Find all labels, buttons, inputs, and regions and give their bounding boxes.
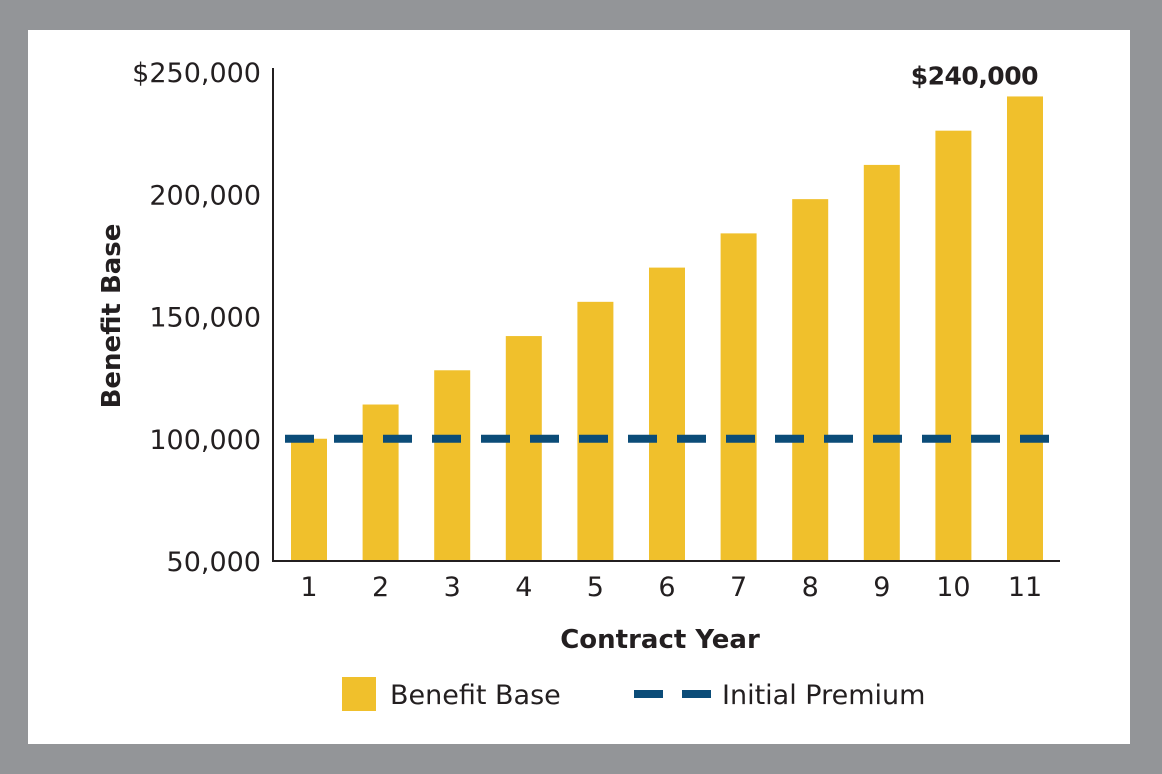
bar-year-10 (935, 130, 972, 561)
premium-dash-8 (677, 434, 706, 443)
x-axis-title: Contract Year (560, 625, 760, 655)
premium-dash-2 (383, 434, 412, 443)
bar-year-3 (434, 370, 471, 561)
premium-dash-7 (628, 434, 657, 443)
bars-group (291, 96, 1043, 561)
x-tick-label: 8 (802, 572, 819, 603)
y-axis-title: Benefit Base (97, 224, 127, 409)
x-tick-labels: 1 2 3 4 5 6 7 8 9 10 11 (300, 572, 1042, 603)
initial-premium-line (285, 434, 1049, 443)
bar-year-9 (863, 164, 900, 561)
x-tick-label: 3 (444, 572, 461, 603)
y-tick-label: 100,000 (149, 425, 261, 456)
premium-dash-1 (334, 434, 363, 443)
legend: Benefit Base Initial Premium (342, 677, 925, 711)
premium-dash-6 (579, 434, 608, 443)
y-tick-label: 150,000 (149, 303, 261, 334)
premium-dash-15 (1020, 434, 1049, 443)
legend-item-initial-premium: Initial Premium (634, 680, 925, 711)
x-tick-label: 5 (587, 572, 604, 603)
premium-dash-12 (873, 434, 902, 443)
legend-label-benefit-base: Benefit Base (390, 680, 561, 711)
bar-year-7 (720, 233, 757, 561)
legend-swatch-benefit-base (342, 677, 376, 711)
x-tick-label: 4 (515, 572, 532, 603)
x-tick-label: 2 (372, 572, 389, 603)
bar-year-11 (1007, 96, 1043, 561)
x-tick-label: 9 (873, 572, 890, 603)
premium-dash-14 (971, 434, 1000, 443)
premium-dash-13 (922, 434, 951, 443)
y-tick-label: 50,000 (167, 547, 261, 578)
x-tick-label: 7 (730, 572, 747, 603)
premium-dash-0 (285, 434, 314, 443)
bar-year-6 (649, 267, 685, 561)
y-tick-labels: 50,000 100,000 150,000 200,000 $250,000 (132, 58, 261, 578)
bar-year-4 (505, 336, 542, 561)
y-tick-label: $250,000 (132, 58, 261, 89)
annotations: $240,000 (911, 61, 1039, 90)
legend-label-initial-premium: Initial Premium (722, 680, 925, 711)
bar-year-5 (577, 301, 614, 561)
premium-dash-10 (775, 434, 804, 443)
bar-year-8 (792, 199, 829, 561)
legend-dash-2 (682, 690, 711, 698)
bar-year-1 (291, 438, 327, 561)
y-tick-label: 200,000 (149, 180, 261, 211)
premium-dash-4 (481, 434, 510, 443)
x-tick-label: 1 (300, 572, 317, 603)
x-tick-label: 10 (936, 572, 970, 603)
premium-dash-3 (432, 434, 461, 443)
bar-year-2 (362, 404, 399, 561)
premium-dash-11 (824, 434, 853, 443)
x-tick-label: 6 (658, 572, 675, 603)
x-tick-label: 11 (1008, 572, 1042, 603)
legend-item-benefit-base: Benefit Base (342, 677, 561, 711)
bar-value-label: $240,000 (911, 61, 1038, 90)
premium-dash-5 (530, 434, 559, 443)
premium-dash-9 (726, 434, 755, 443)
legend-dash-1 (634, 690, 663, 698)
